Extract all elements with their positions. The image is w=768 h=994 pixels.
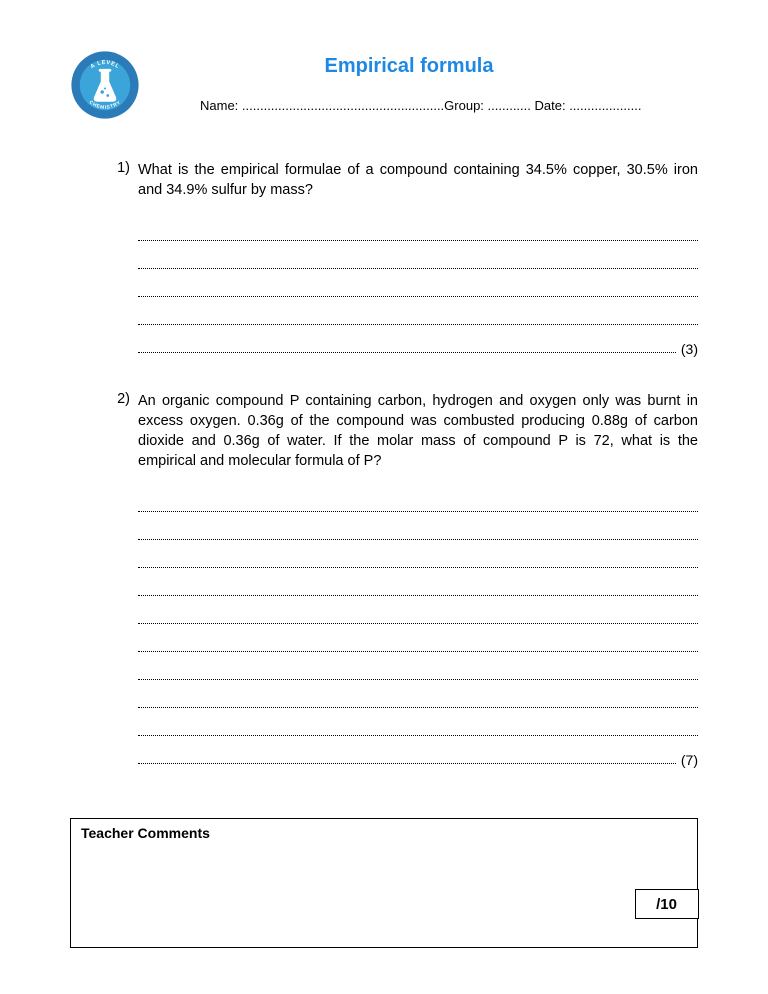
answer-line[interactable] — [138, 221, 698, 249]
header-text: Empirical formula Name: ................… — [160, 50, 698, 113]
questions-region: 1) What is the empirical formulae of a c… — [70, 160, 698, 772]
answer-area-1[interactable]: (3) — [138, 221, 698, 361]
question-text: An organic compound P containing carbon,… — [138, 391, 698, 472]
answer-line[interactable] — [138, 277, 698, 305]
question-1: 1) What is the empirical formulae of a c… — [110, 160, 698, 361]
answer-line[interactable] — [138, 520, 698, 548]
answer-line[interactable] — [138, 688, 698, 716]
answer-line-marks[interactable]: (3) — [138, 333, 698, 361]
answer-line[interactable] — [138, 548, 698, 576]
marks-badge: (3) — [679, 341, 698, 357]
worksheet-page: A LEVEL CHEMISTRY Empirical formula Name… — [0, 0, 768, 832]
answer-area-2[interactable]: (7) — [138, 492, 698, 772]
question-2: 2) An organic compound P containing carb… — [110, 391, 698, 772]
date-label: Date: — [531, 98, 566, 113]
answer-line[interactable] — [138, 660, 698, 688]
question-number: 2) — [110, 391, 130, 407]
name-field[interactable]: ........................................… — [238, 98, 444, 113]
total-score-box: /10 — [635, 889, 699, 919]
answer-line[interactable] — [138, 249, 698, 277]
student-info-line: Name: ..................................… — [200, 98, 698, 113]
question-text: What is the empirical formulae of a comp… — [138, 160, 698, 201]
answer-line[interactable] — [138, 632, 698, 660]
teacher-comments-box[interactable]: Teacher Comments /10 — [70, 818, 698, 948]
group-label: Group: — [444, 98, 484, 113]
header: A LEVEL CHEMISTRY Empirical formula Name… — [70, 50, 698, 120]
answer-line[interactable] — [138, 604, 698, 632]
answer-line[interactable] — [138, 492, 698, 520]
marks-badge: (7) — [679, 752, 698, 768]
date-field[interactable]: .................... — [566, 98, 642, 113]
answer-line[interactable] — [138, 305, 698, 333]
answer-line[interactable] — [138, 576, 698, 604]
answer-line[interactable] — [138, 716, 698, 744]
comments-label: Teacher Comments — [81, 825, 687, 841]
answer-line-marks[interactable]: (7) — [138, 744, 698, 772]
question-number: 1) — [110, 160, 130, 176]
name-label: Name: — [200, 98, 238, 113]
group-field[interactable]: ............ — [484, 98, 531, 113]
worksheet-title: Empirical formula — [120, 55, 698, 78]
